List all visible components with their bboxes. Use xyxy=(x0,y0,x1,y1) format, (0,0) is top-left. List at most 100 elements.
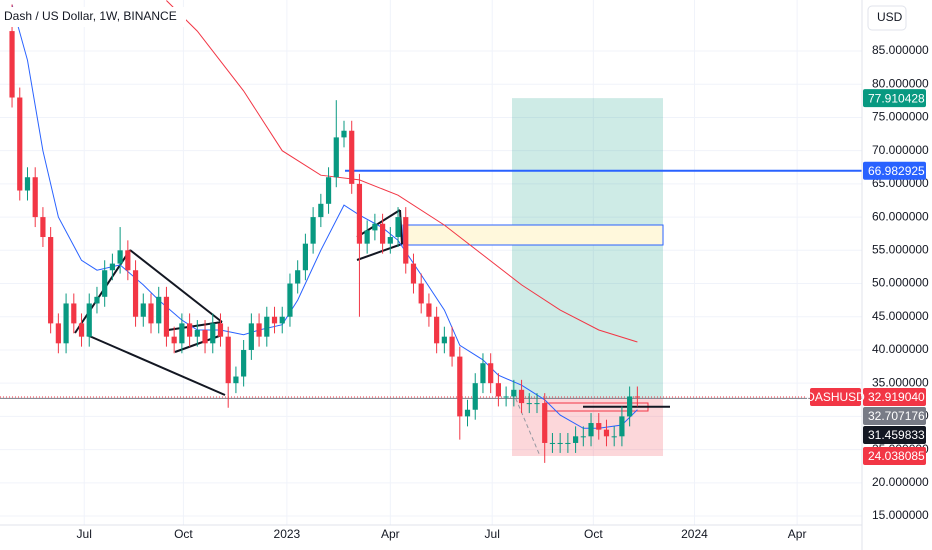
candle-body xyxy=(588,423,594,437)
trend-line xyxy=(356,243,403,261)
price-tag xyxy=(863,161,926,180)
candle-body xyxy=(572,436,579,443)
x-tick-label: Apr xyxy=(381,527,400,541)
price-tag-label: 77.910428 xyxy=(868,91,925,105)
candle-body xyxy=(217,323,224,337)
candle-body xyxy=(9,31,15,98)
y-tick-label: 35.000000 xyxy=(872,375,929,389)
candle-body xyxy=(248,323,254,350)
candle-body xyxy=(233,376,239,384)
currency-button[interactable] xyxy=(867,5,907,31)
price-tag xyxy=(863,89,926,108)
symbol-tag-label: DASHUSD xyxy=(806,390,865,404)
candle-body xyxy=(534,403,540,405)
price-tag xyxy=(863,425,926,444)
candle-body xyxy=(542,403,548,443)
candle-body xyxy=(557,442,563,444)
x-tick-label: 2023 xyxy=(274,527,301,541)
candle-body xyxy=(271,316,278,324)
candle-body xyxy=(434,316,440,344)
candle-body xyxy=(117,250,123,264)
candle-body xyxy=(55,323,61,344)
position-tool xyxy=(512,98,663,456)
candle-body xyxy=(333,137,339,178)
candle-body xyxy=(627,396,633,417)
candle-body xyxy=(78,323,85,337)
candle-body xyxy=(341,130,347,138)
y-tick-label: 70.000000 xyxy=(872,143,929,157)
price-tag xyxy=(863,446,926,465)
candle-body xyxy=(565,442,571,444)
dashed-line xyxy=(512,391,541,457)
price-tag xyxy=(863,406,926,425)
candle-body xyxy=(109,263,116,271)
candle-body xyxy=(194,330,200,337)
x-tick-label: Oct xyxy=(584,527,603,541)
price-tag-label: 32.919040 xyxy=(868,390,925,404)
candle-body xyxy=(256,323,262,337)
candle-body xyxy=(40,217,46,238)
candle-body xyxy=(241,349,247,377)
candle-body xyxy=(349,130,355,184)
candle-body xyxy=(611,436,617,438)
levels xyxy=(0,169,862,408)
candle-body xyxy=(503,396,509,398)
candle-body xyxy=(17,97,23,191)
candle-body xyxy=(441,336,447,344)
x-tick-label: Jul xyxy=(77,527,92,541)
candle-body xyxy=(287,283,293,317)
candle-body xyxy=(295,270,301,284)
trend-line xyxy=(86,334,226,396)
price-tag-label: 66.982925 xyxy=(868,164,925,178)
candle-body xyxy=(449,336,455,357)
y-tick-label: 45.000000 xyxy=(872,309,929,323)
candle-body xyxy=(310,217,316,244)
currency-label[interactable]: USD xyxy=(877,10,903,24)
candle-body xyxy=(495,383,501,397)
price-tag-label: 32.707176 xyxy=(868,409,925,423)
candle-body xyxy=(418,283,424,304)
candle-body xyxy=(148,303,154,324)
price-tag-label: 24.038085 xyxy=(868,449,925,463)
candle-body xyxy=(511,389,517,397)
candle-body xyxy=(634,396,640,398)
candle-body xyxy=(387,237,393,244)
candle-body xyxy=(356,183,363,244)
candle-body xyxy=(86,303,92,337)
candle-body xyxy=(472,383,478,410)
candle-body xyxy=(171,336,177,344)
candle-body xyxy=(24,177,31,191)
grid xyxy=(0,0,862,525)
candle-body xyxy=(580,436,586,438)
candle-body xyxy=(549,442,556,444)
candle-body xyxy=(488,363,494,384)
candle-body xyxy=(464,409,471,417)
candle-body xyxy=(186,323,193,337)
candle-body xyxy=(163,296,170,337)
candle-body xyxy=(132,270,139,317)
y-tick-label: 80.000000 xyxy=(872,76,929,90)
price-tag xyxy=(863,387,926,406)
chart-title: Dash / US Dollar, 1W, BINANCE xyxy=(4,9,177,23)
y-tick-label: 40.000000 xyxy=(872,342,929,356)
candle-body xyxy=(63,303,69,344)
candle-body xyxy=(426,303,432,317)
x-tick-label: Apr xyxy=(788,527,807,541)
candle-body xyxy=(603,429,610,437)
candle-body xyxy=(410,263,417,284)
profit-zone xyxy=(512,98,663,399)
y-tick-label: 85.000000 xyxy=(872,43,929,57)
candle-body xyxy=(125,250,131,271)
candle-body xyxy=(279,316,285,324)
candle-body xyxy=(526,403,532,405)
candle-body xyxy=(302,243,308,271)
y-tick-label: 15.000000 xyxy=(872,508,929,522)
candle-body xyxy=(225,336,231,384)
candle-body xyxy=(372,223,378,231)
y-tick-label: 75.000000 xyxy=(872,110,929,124)
y-tick-label: 55.000000 xyxy=(872,242,929,256)
candle-body xyxy=(94,296,100,304)
candle-body xyxy=(619,416,625,437)
